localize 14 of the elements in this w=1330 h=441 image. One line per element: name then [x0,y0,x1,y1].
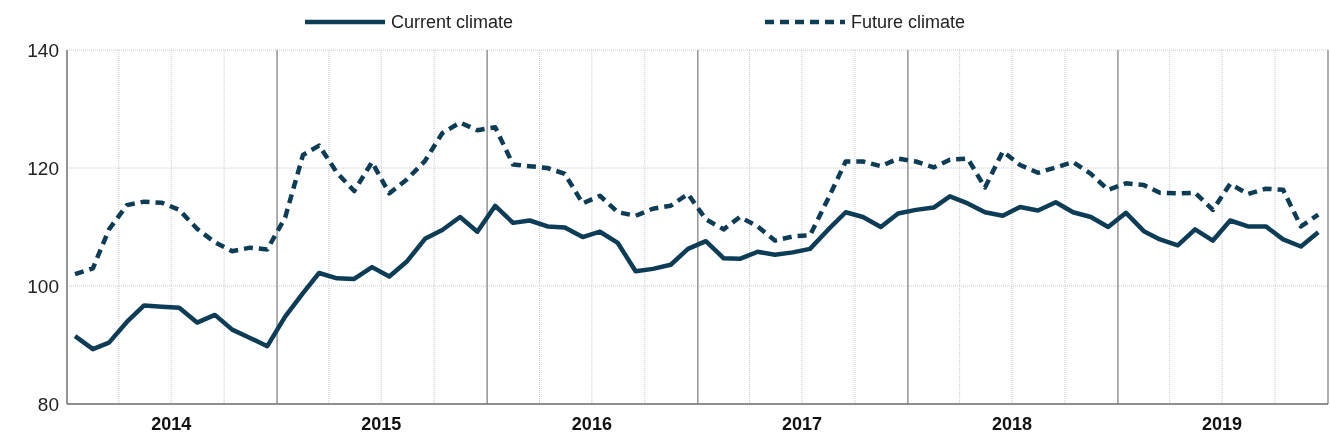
y-tick-label: 120 [27,157,59,179]
x-tick-label: 2014 [151,414,192,434]
legend-label: Future climate [851,12,966,33]
line-series [72,120,1321,277]
legend-label: Current climate [391,12,514,33]
x-tick-label: 2017 [781,414,822,434]
x-tick-label: 2018 [992,414,1033,434]
x-tick-label: 2015 [361,414,402,434]
y-tick-label: 140 [27,39,59,61]
line-series [72,194,1321,352]
y-tick-label: 100 [27,275,59,297]
x-tick-label: 2016 [571,414,612,434]
y-tick-label: 80 [37,393,59,415]
x-tick-label: 2019 [1202,414,1243,434]
